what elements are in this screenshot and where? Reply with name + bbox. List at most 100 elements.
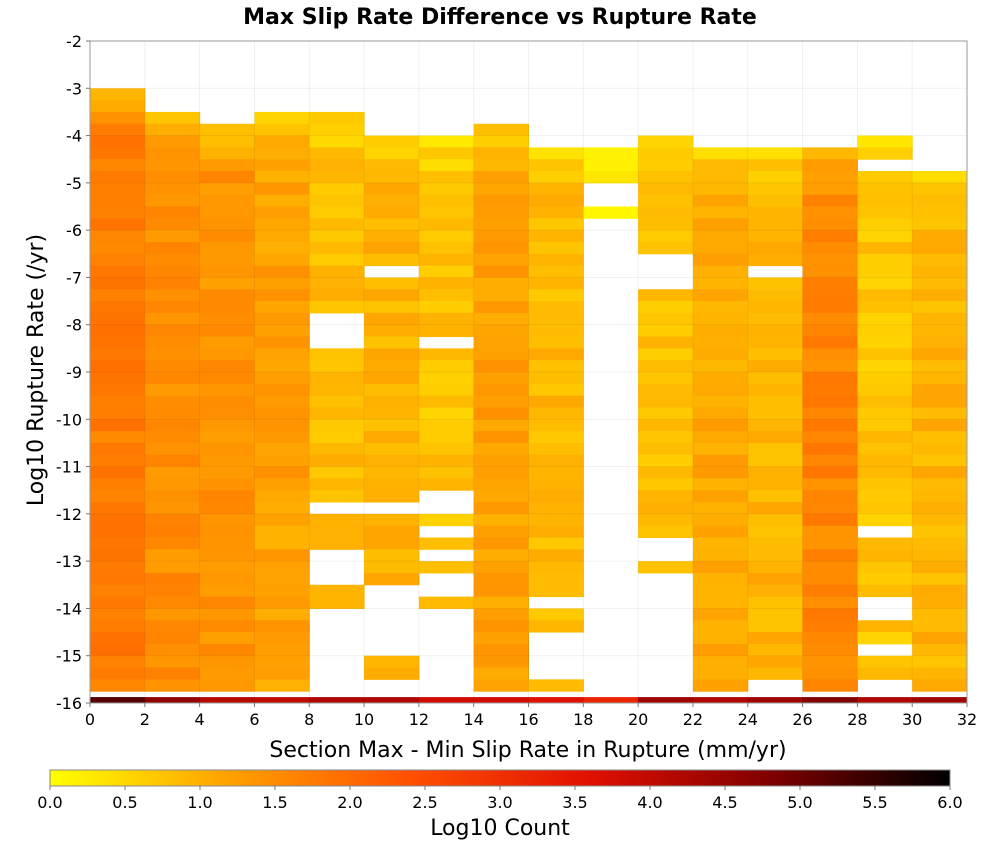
heatmap-cell	[418, 324, 475, 338]
heatmap-cell	[254, 431, 310, 444]
heatmap-cell	[638, 147, 694, 160]
heatmap-cell	[144, 537, 201, 550]
heatmap-cell	[364, 324, 420, 338]
heatmap-cell	[199, 667, 255, 680]
heatmap-cell	[254, 383, 310, 397]
heatmap-cell	[418, 478, 475, 491]
heatmap-cell	[802, 620, 858, 633]
heatmap-cell	[473, 525, 529, 538]
heatmap-cell	[90, 513, 146, 527]
heatmap-cell	[90, 537, 146, 550]
heatmap-cell	[90, 679, 146, 692]
heatmap-cell	[309, 277, 365, 290]
heatmap-cell	[857, 466, 913, 479]
heatmap-cell	[802, 679, 858, 692]
heatmap-cell	[802, 549, 858, 562]
heatmap-cell	[144, 123, 201, 137]
heatmap-cell	[528, 147, 584, 160]
heatmap-cell	[418, 348, 475, 361]
heatmap-cell	[199, 620, 255, 633]
heatmap-cell	[90, 194, 146, 207]
heatmap-cell	[692, 442, 749, 456]
heatmap-cell	[528, 608, 584, 621]
heatmap-cell	[254, 230, 310, 243]
heatmap-cell	[912, 206, 968, 219]
heatmap-cell	[802, 442, 858, 456]
heatmap-cell	[473, 123, 529, 137]
heatmap-cell	[802, 431, 858, 444]
heatmap-cell	[747, 419, 804, 432]
heatmap-cell	[528, 277, 584, 290]
heatmap-cell	[692, 490, 749, 503]
heatmap-cell	[199, 608, 255, 621]
heatmap-cell	[144, 419, 201, 432]
heatmap-cell	[747, 289, 804, 302]
heatmap-cell	[473, 608, 529, 621]
heatmap-cell	[418, 277, 475, 290]
heatmap-cell	[747, 632, 804, 645]
heatmap-cell	[473, 454, 529, 468]
heatmap-cell	[90, 490, 146, 503]
heatmap-cell	[473, 312, 529, 326]
heatmap-cell	[473, 407, 529, 420]
heatmap-cell	[802, 277, 858, 290]
heatmap-cell	[528, 253, 584, 267]
heatmap-cell	[692, 360, 749, 373]
heatmap-cell	[802, 395, 858, 408]
heatmap-cell	[857, 383, 913, 397]
heatmap-cell	[418, 442, 475, 456]
heatmap-cell	[254, 478, 310, 491]
heatmap-cell	[199, 478, 255, 491]
x-tick-label: 10	[354, 710, 374, 729]
heatmap-cell	[90, 135, 146, 148]
heatmap-cell	[638, 194, 694, 207]
heatmap-cell	[144, 643, 201, 657]
heatmap-cell	[802, 419, 858, 432]
heatmap-cell	[364, 655, 420, 669]
heatmap-cell	[692, 171, 749, 184]
heatmap-cell	[309, 395, 365, 408]
heatmap-cell	[912, 431, 968, 444]
heatmap-cell	[747, 218, 804, 231]
heatmap-cell	[857, 218, 913, 231]
heatmap-cell	[144, 265, 201, 278]
heatmap-cell	[364, 549, 420, 562]
heatmap-cell	[254, 584, 310, 598]
heatmap-cell	[638, 336, 694, 349]
heatmap-cell	[418, 171, 475, 184]
heatmap-cell	[802, 159, 858, 172]
heatmap-cell	[254, 301, 310, 314]
heatmap-cell	[199, 525, 255, 538]
heatmap-cell	[747, 466, 804, 479]
heatmap-cell	[309, 596, 365, 609]
x-tick-label: 20	[628, 710, 648, 729]
heatmap-cell	[912, 312, 968, 326]
heatmap-cell	[254, 253, 310, 267]
heatmap-cell	[418, 147, 475, 160]
heatmap-cell	[309, 466, 365, 479]
heatmap-cell	[912, 513, 968, 527]
heatmap-cell	[692, 277, 749, 290]
heatmap-cell	[692, 159, 749, 172]
heatmap-cell	[364, 159, 420, 172]
heatmap-cell	[473, 620, 529, 633]
heatmap-cell	[802, 407, 858, 420]
heatmap-cell	[254, 572, 310, 586]
heatmap-cell	[747, 549, 804, 562]
heatmap-cell	[747, 620, 804, 633]
heatmap-cell	[528, 561, 584, 574]
heatmap-cell	[912, 454, 968, 468]
heatmap-cell	[90, 525, 146, 538]
heatmap-cell	[747, 241, 804, 255]
heatmap-cell	[199, 241, 255, 255]
heatmap-cell	[638, 502, 694, 515]
heatmap-cell	[309, 383, 365, 397]
heatmap-cell	[254, 395, 310, 408]
heatmap-cell	[747, 407, 804, 420]
heatmap-cell	[199, 230, 255, 243]
heatmap-cell	[528, 372, 584, 385]
heatmap-cell	[747, 502, 804, 515]
heatmap-cell	[747, 454, 804, 468]
heatmap-cell	[638, 442, 694, 456]
heatmap-cell	[692, 206, 749, 219]
